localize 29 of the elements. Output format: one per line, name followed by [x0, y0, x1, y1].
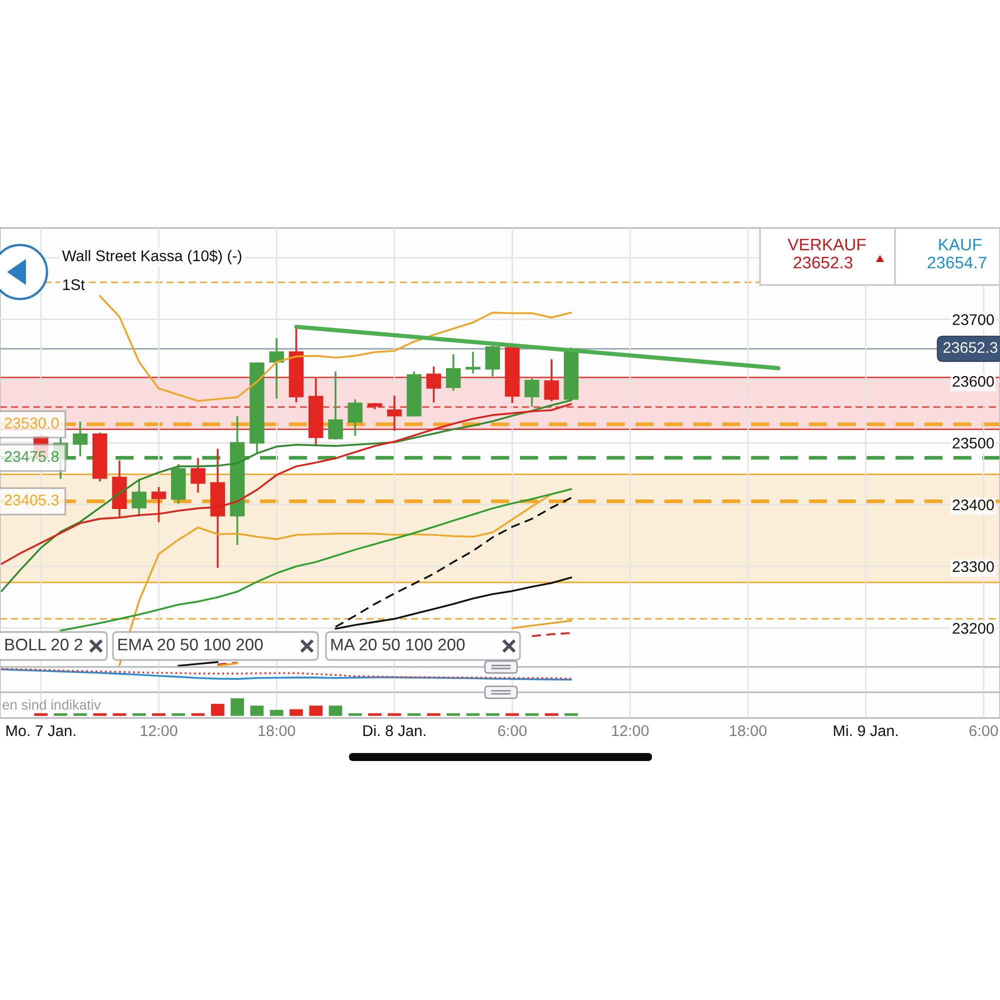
annotation: EMA 20 50 100 200 [118, 638, 263, 650]
text: Wall Street Kassa (10$) (-) [62, 250, 242, 264]
x-tick-label: 12:00 [612, 725, 649, 736]
annotation: KAUF [939, 238, 982, 250]
annotation: BOLL 20 2 [5, 638, 82, 650]
annotation: VERKAUF [788, 238, 866, 250]
annotation: 23652.3 [794, 256, 852, 268]
ref-line-label: 23652.3 [944, 342, 998, 353]
x-tick-label: Di. 8 Jan. [363, 724, 426, 736]
y-tick-label: 23400 [952, 499, 994, 510]
x-tick-label: 12:00 [140, 725, 178, 736]
ref-line-label: 23405.3 [4, 494, 59, 506]
y-tick-label: 23700 [952, 314, 994, 326]
x-tick-label: 6:00 [498, 725, 527, 736]
ref-line-label: 23475.8 [4, 451, 59, 462]
y-tick-label: 23200 [952, 622, 994, 634]
annotation: 23654.7 [928, 256, 986, 268]
text: 1St [63, 279, 85, 290]
x-tick-label: 6:00 [970, 725, 998, 736]
ref-line-label: 23530.0 [4, 418, 59, 428]
y-tick-label: 23300 [952, 561, 994, 572]
annotation: MA 20 50 100 200 [331, 638, 465, 650]
y-tick-label: 23600 [952, 376, 994, 387]
x-tick-label: Mo. 7 Jan. [6, 726, 76, 736]
x-tick-label: 18:00 [730, 725, 766, 736]
y-tick-label: 23500 [952, 438, 994, 449]
annotation: en sind indikativ [2, 700, 101, 710]
x-tick-label: Mi. 9 Jan. [834, 724, 898, 736]
x-tick-label: 18:00 [258, 725, 296, 736]
